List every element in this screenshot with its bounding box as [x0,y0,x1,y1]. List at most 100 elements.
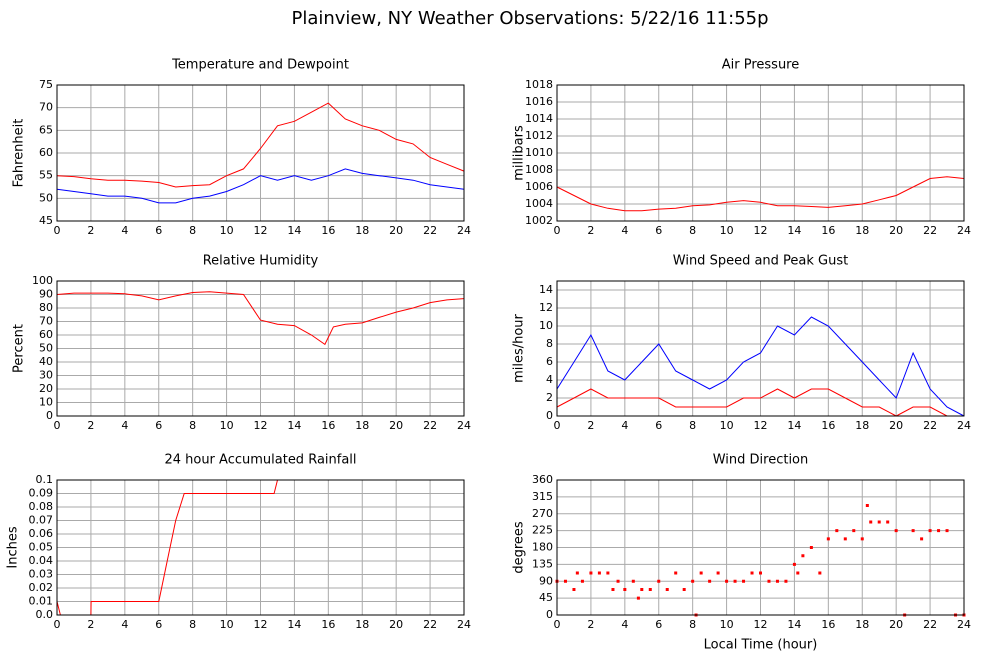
panel-title: Relative Humidity [203,254,319,269]
data-point [796,571,800,575]
y-tick-label: 75 [39,78,53,91]
x-tick-label: 18 [855,618,869,631]
panel-title: Wind Direction [713,453,809,468]
data-point [636,596,640,600]
plot-frame [556,479,965,616]
x-tick-label: 4 [121,618,128,631]
x-tick-label: 12 [754,618,768,631]
x-tick-label: 2 [87,224,94,237]
data-line [556,316,965,417]
x-tick-label: 22 [423,419,437,432]
data-point [886,520,890,524]
y-tick-label: 360 [532,473,553,486]
x-tick-label: 6 [155,419,162,432]
y-axis-label: millibars [512,125,527,181]
data-point [860,537,864,541]
y-tick-label: 80 [39,301,53,314]
data-point [699,571,703,575]
data-point [801,554,805,558]
x-tick-label: 6 [155,618,162,631]
y-tick-label: 1006 [525,180,553,193]
data-point [818,571,822,575]
data-point [665,588,669,591]
data-point [616,579,620,583]
y-axis-label: degrees [512,521,527,574]
y-tick-label: 45 [39,214,53,227]
y-tick-label: 1012 [525,129,553,142]
x-tick-label: 6 [155,224,162,237]
x-tick-label: 22 [923,618,937,631]
plot-frame [56,479,465,616]
x-tick-label: 20 [389,224,403,237]
x-tick-label: 4 [121,419,128,432]
y-tick-label: 1018 [525,78,553,91]
x-tick-label: 16 [821,419,835,432]
data-point [725,579,729,583]
data-point [835,529,839,533]
x-tick-label: 16 [821,618,835,631]
data-point [843,537,847,541]
x-tick-label: 20 [889,224,903,237]
data-point [742,579,746,583]
data-line [56,102,465,188]
x-tick-label: 2 [587,419,594,432]
x-tick-label: 14 [287,618,301,631]
x-tick-label: 16 [321,419,335,432]
data-point [640,588,644,591]
x-tick-label: 8 [189,618,196,631]
data-point [575,571,579,575]
x-tick-label: 14 [787,419,801,432]
data-point [928,529,932,533]
data-point [611,588,615,591]
y-tick-label: 90 [539,574,553,587]
y-tick-label: 0.0 [36,608,54,621]
y-tick-label: 50 [39,191,53,204]
y-tick-label: 135 [532,557,553,570]
data-point [775,579,779,583]
data-point [708,579,712,583]
x-tick-label: 12 [254,224,268,237]
data-point [865,504,869,507]
x-tick-label: 20 [889,618,903,631]
data-point [623,588,627,591]
y-tick-label: 10 [39,396,53,409]
x-tick-label: 18 [855,224,869,237]
data-point [894,529,898,533]
data-point [657,579,661,583]
plot-frame [556,280,965,417]
y-tick-label: 40 [39,355,53,368]
x-tick-label: 24 [957,618,971,631]
data-point [920,537,924,541]
data-point [572,588,576,591]
x-tick-label: 2 [87,419,94,432]
x-tick-label: 24 [957,224,971,237]
data-point [945,529,949,533]
x-tick-label: 24 [457,224,471,237]
x-tick-label: 8 [189,419,196,432]
x-tick-label: 16 [321,224,335,237]
data-point [767,579,771,583]
y-tick-label: 50 [39,342,53,355]
data-point [580,579,584,583]
x-tick-label: 4 [621,618,628,631]
x-tick-label: 18 [355,224,369,237]
x-tick-label: 8 [689,618,696,631]
x-tick-label: 22 [423,618,437,631]
x-tick-label: 10 [220,618,234,631]
data-point [869,520,873,524]
y-axis-label: Inches [6,526,21,568]
y-tick-label: 0.09 [29,487,54,500]
plot-frame [56,84,465,222]
x-axis-label: Local Time (hour) [704,638,818,653]
x-tick-label: 2 [87,618,94,631]
y-tick-label: 70 [39,315,53,328]
x-tick-label: 6 [655,224,662,237]
x-tick-label: 6 [655,618,662,631]
x-tick-label: 4 [621,419,628,432]
x-tick-label: 2 [587,618,594,631]
y-tick-label: 1010 [525,146,553,159]
y-tick-label: 0.07 [29,514,54,527]
data-point [631,579,635,583]
x-tick-label: 8 [689,419,696,432]
x-tick-label: 2 [587,224,594,237]
